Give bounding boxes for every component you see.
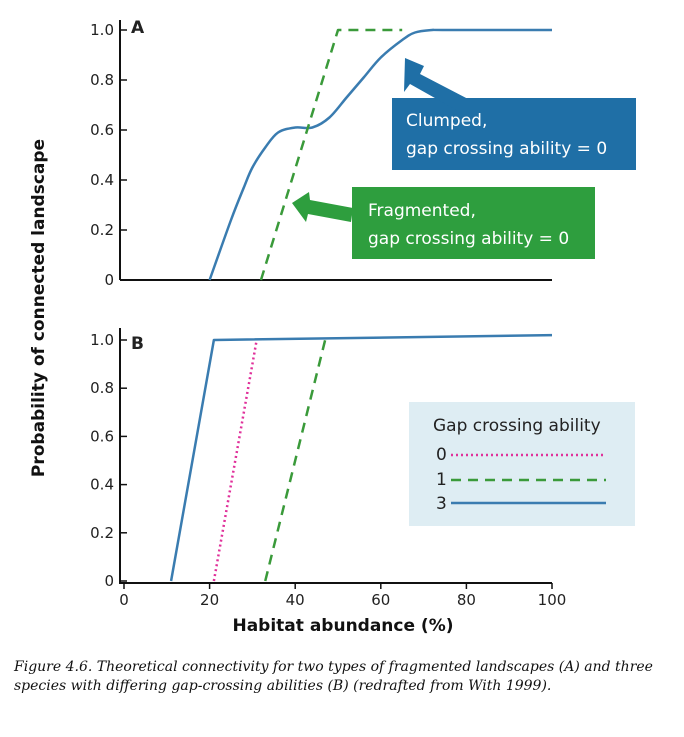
figure-caption: Figure 4.6. Theoretical connectivity for…: [14, 659, 653, 694]
fragmented-callout-box: [352, 187, 595, 259]
panel-a: A 0 0.2 0.4 0.6 0.8 1.0 Clumped, gap crossing…: [90, 18, 636, 289]
panel-a-series-dashed-line: [259, 28, 403, 281]
panel-b-x-tick-label: 40: [286, 591, 305, 609]
panel-a-y-tick-label: 0.2: [90, 221, 114, 239]
panel-a-series: [208, 28, 552, 281]
panel-b: B 0 0.2 0.4 0.6 0.8 1.0 0 20 40 60 80 100 Gap cros…: [90, 328, 635, 636]
panel-b-y-tick-label: 1.0: [90, 331, 114, 349]
clumped-callout-box: [392, 98, 636, 170]
panel-b-y-tick-label: 0.8: [90, 379, 114, 397]
panel-a-y-ticks: 0 0.2 0.4 0.6 0.8 1.0: [90, 21, 127, 289]
panel-b-y-tick-label: 0.4: [90, 476, 114, 494]
panel-b-y-ticks: 0 0.2 0.4 0.6 0.8 1.0: [90, 331, 127, 590]
fragmented-callout-line1: Fragmented,: [368, 201, 476, 221]
panel-b-series-solid-line: [169, 333, 553, 582]
fragmented-callout: Fragmented, gap crossing ability = 0: [292, 187, 595, 259]
clumped-callout-line1: Clumped,: [406, 111, 487, 131]
fragmented-callout-line2: gap crossing ability = 0: [368, 229, 569, 249]
legend-title: Gap crossing ability: [433, 416, 601, 436]
panel-b-x-tick-label: 60: [371, 591, 390, 609]
fragmented-arrow: [292, 192, 353, 222]
panel-a-y-tick-label: 0.6: [90, 121, 114, 139]
legend-label-0: 0: [436, 445, 447, 465]
x-axis-title: Habitat abundance (%): [232, 616, 453, 636]
clumped-callout-line2: gap crossing ability = 0: [406, 139, 607, 159]
panel-a-y-tick-label: 0.8: [90, 71, 114, 89]
panel-b-y-tick-label: 0: [104, 572, 114, 590]
panel-b-x-tick-label: 100: [538, 591, 567, 609]
panel-b-x-tick-label: 80: [457, 591, 476, 609]
clumped-arrow: [404, 58, 470, 111]
panel-a-y-tick-label: 1.0: [90, 21, 114, 39]
figure: Probability of connected landscape A 0 0.…: [29, 18, 636, 636]
panel-b-y-tick-label: 0.6: [90, 427, 114, 445]
panel-b-series: [169, 333, 553, 582]
panel-b-y-tick-label: 0.2: [90, 524, 114, 542]
panel-b-x-tick-label: 20: [200, 591, 219, 609]
legend-label-1: 1: [436, 470, 447, 490]
panel-b-x-ticks: 0 20 40 60 80 100: [119, 583, 566, 609]
panel-b-x-tick-label: 0: [119, 591, 129, 609]
y-axis-title: Probability of connected landscape: [29, 139, 49, 477]
panel-b-series-dashed-line: [264, 339, 327, 582]
legend: Gap crossing ability 0 1 3: [409, 402, 635, 526]
panel-a-series-solid-line: [208, 28, 552, 281]
panel-b-letter: B: [131, 334, 144, 354]
clumped-callout: Clumped, gap crossing ability = 0: [392, 58, 636, 170]
panel-b-series-dotted-line: [212, 339, 258, 582]
legend-box: [409, 402, 635, 526]
legend-label-2: 3: [436, 494, 447, 514]
panel-a-letter: A: [131, 18, 145, 38]
panel-a-y-tick-label: 0: [104, 271, 114, 289]
panel-a-y-tick-label: 0.4: [90, 171, 114, 189]
